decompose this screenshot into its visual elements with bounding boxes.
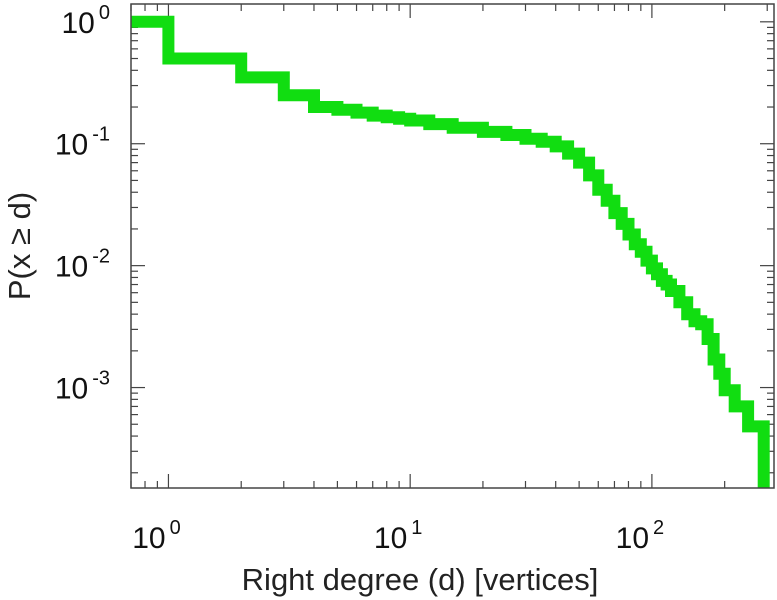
x-tick-label: 10 0	[132, 517, 181, 555]
x-axis-label: Right degree (d) [vertices]	[242, 562, 599, 597]
x-tick-label: 10 2	[616, 517, 665, 555]
minor-ticks	[130, 4, 774, 488]
series-line	[131, 15, 770, 488]
major-ticks	[131, 4, 774, 488]
y-tick-label: 10 -1	[55, 124, 110, 162]
y-tick-label: 10 -2	[55, 246, 110, 284]
y-tick-label: 10 -3	[55, 368, 110, 406]
y-axis-label: P(x ≥ d)	[2, 192, 37, 300]
series-layer	[130, 15, 770, 488]
x-tick-labels: 10 0 10 1 10 2	[132, 517, 664, 555]
x-tick-label: 10 1	[374, 517, 423, 555]
y-tick-label: 10 0	[62, 2, 111, 40]
plot-frame	[130, 3, 775, 489]
